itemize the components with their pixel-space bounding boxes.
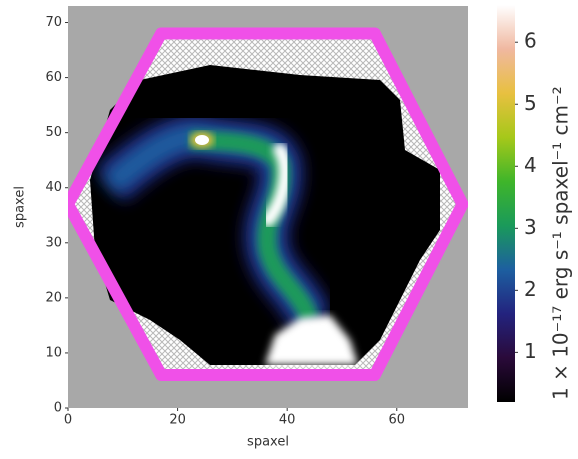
emission-knot-core [195, 135, 209, 145]
y-tick-label: 50 [45, 125, 62, 140]
colorbar-tick-label: 2 [524, 277, 537, 301]
x-axis-label: spaxel [247, 435, 289, 450]
colorbar-tick-label: 4 [524, 153, 537, 177]
colorbar-label: 1 × 10⁻¹⁷ erg s⁻¹ spaxel⁻¹ cm⁻² [549, 86, 573, 400]
y-tick-label: 40 [45, 180, 62, 195]
x-tick-label: 40 [279, 413, 296, 428]
x-tick-label: 0 [64, 413, 72, 428]
colorbar-tick-label: 1 [524, 339, 537, 363]
colorbar [497, 5, 515, 402]
y-tick-label: 70 [45, 15, 62, 30]
chart: spaxel spaxel 0 20 40 60 0 10 20 30 40 50 60 70 1 2 3 4… [0, 0, 578, 455]
x-tick-label: 60 [388, 413, 405, 428]
y-tick-label: 60 [45, 70, 62, 85]
colorbar-tick-label: 3 [524, 215, 537, 239]
y-tick-label: 10 [45, 345, 62, 360]
colorbar-tick-label: 6 [524, 29, 537, 53]
y-axis-label: spaxel [13, 186, 28, 228]
y-tick-label: 30 [45, 235, 62, 250]
map-image [68, 34, 463, 375]
y-tick-label: 20 [45, 290, 62, 305]
y-tick-label: 0 [54, 401, 62, 416]
colorbar-tick-label: 5 [524, 91, 537, 115]
x-tick-label: 20 [169, 413, 186, 428]
